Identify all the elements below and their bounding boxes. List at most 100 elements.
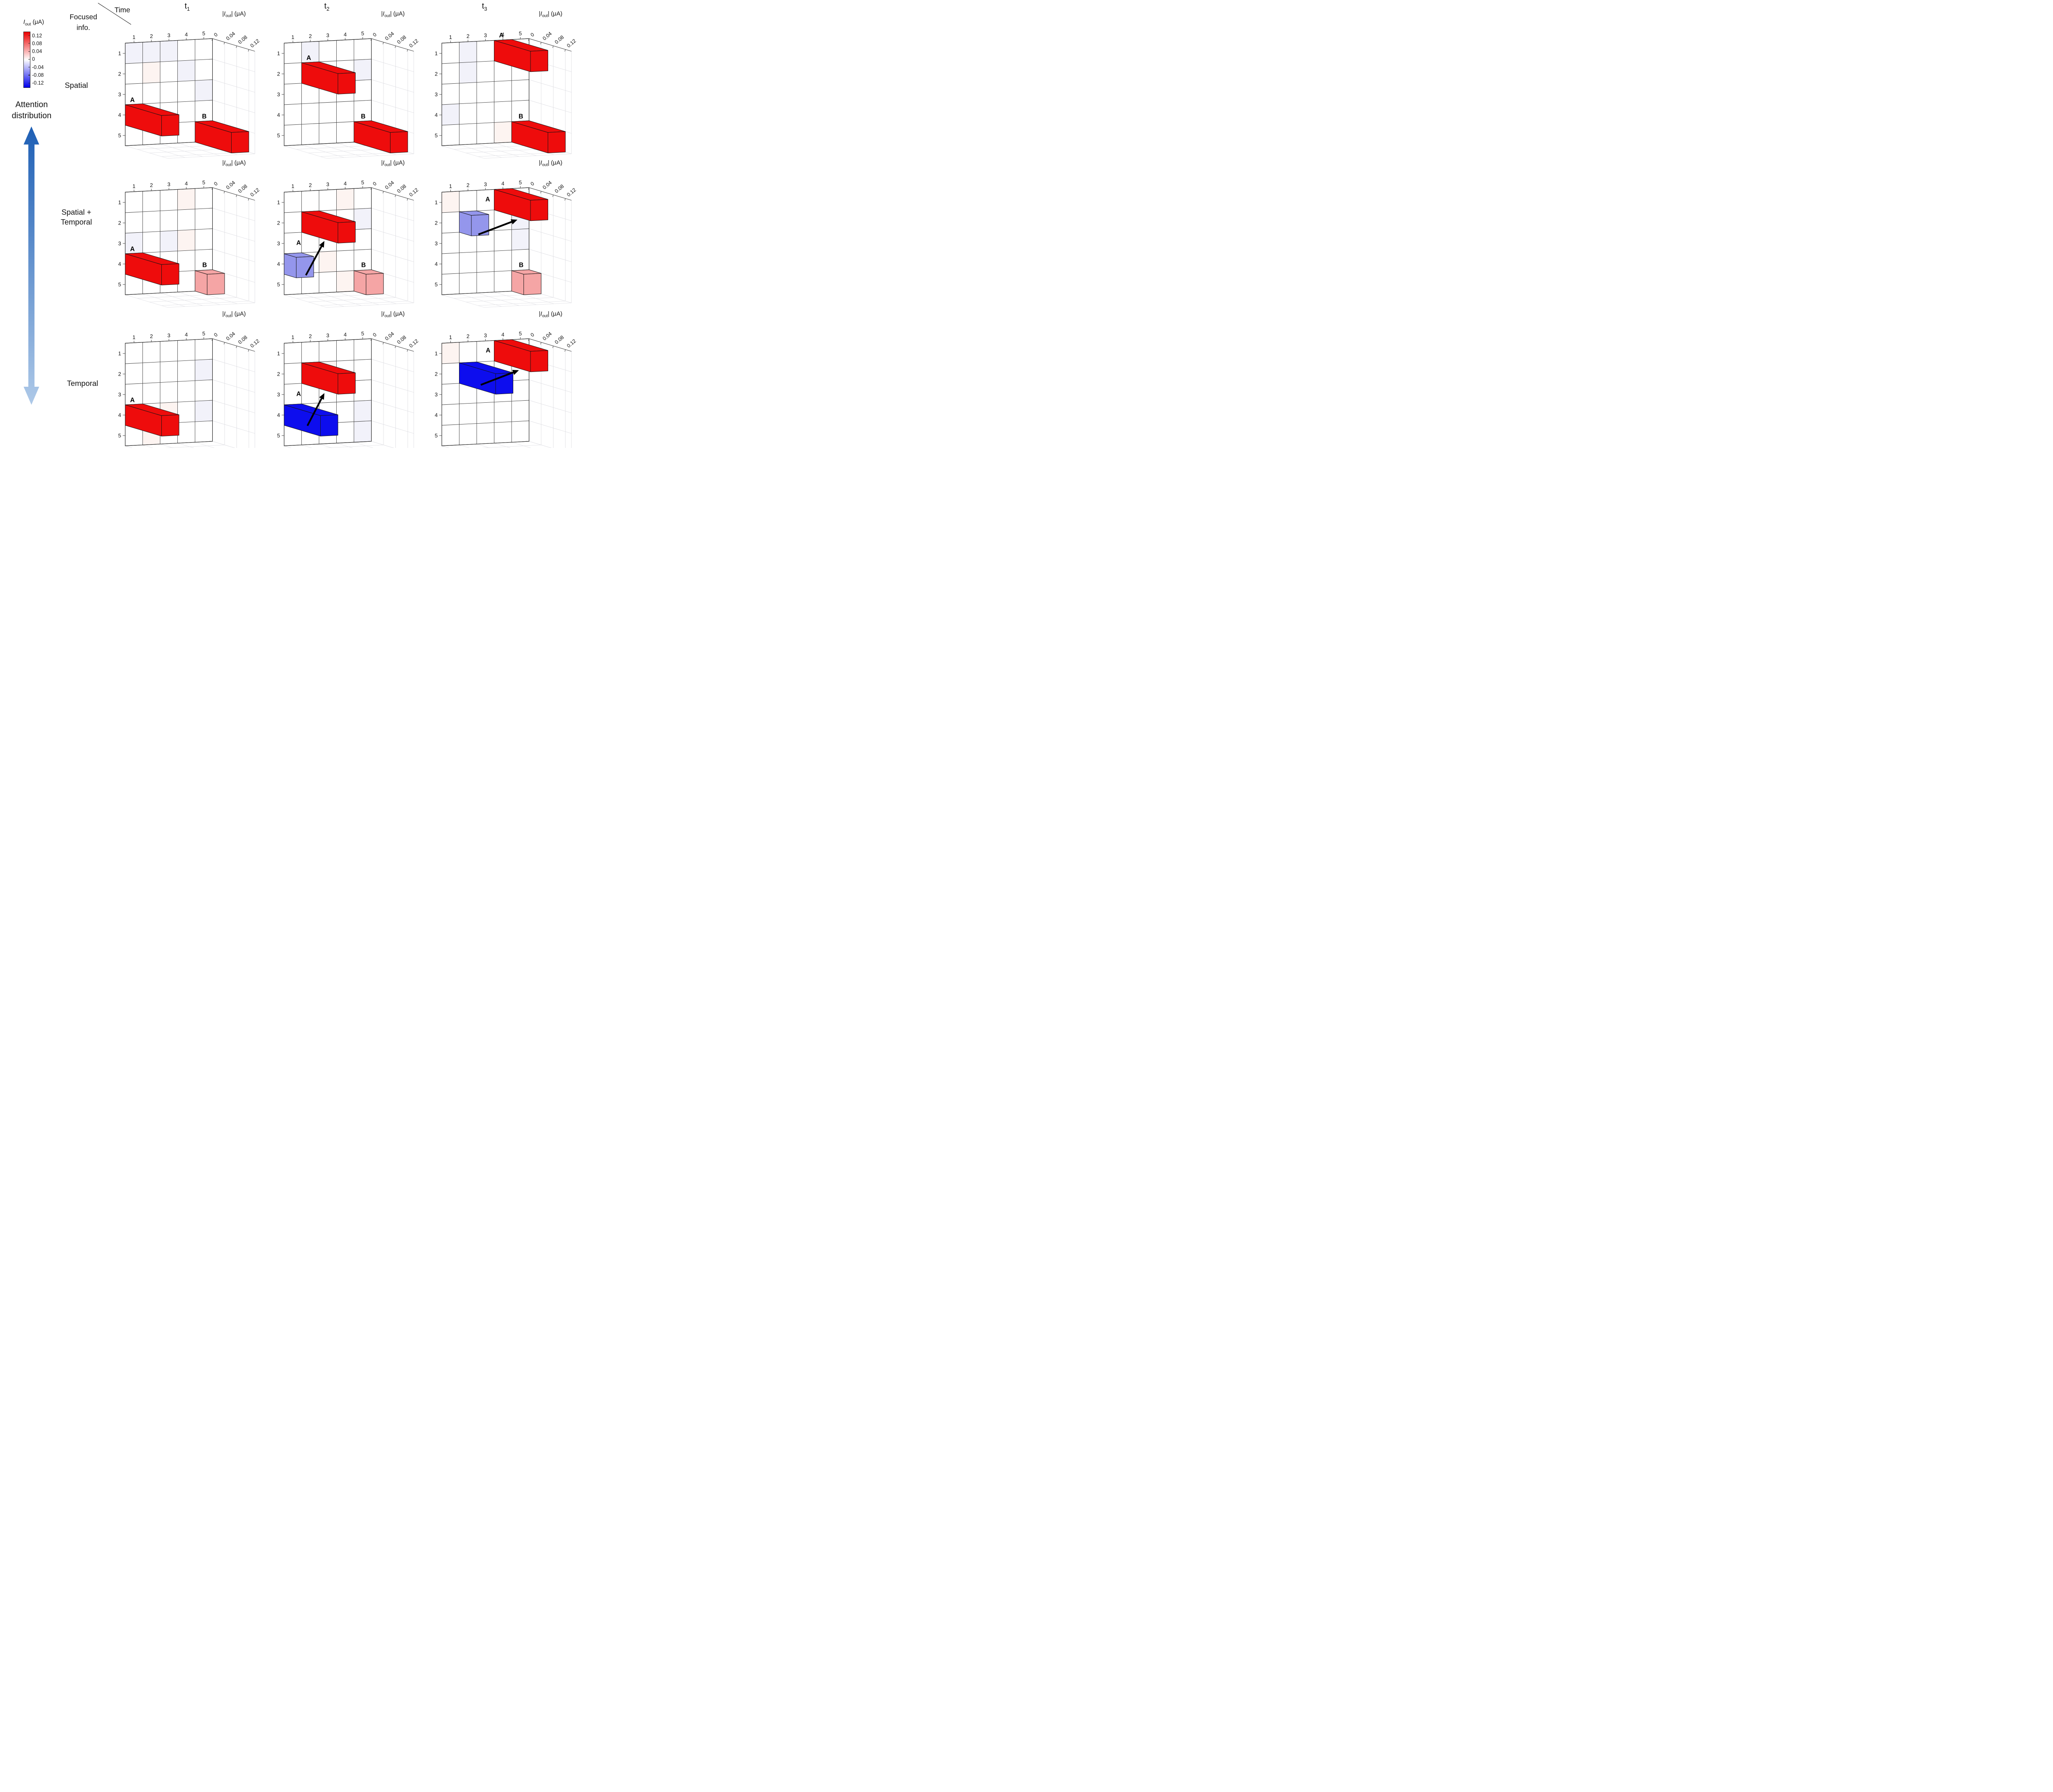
header-focused-line: Focused xyxy=(69,13,97,21)
row-label-line: Spatial + xyxy=(61,208,92,216)
row-label-temporal: Temporal xyxy=(50,379,115,388)
bar-A xyxy=(125,252,179,285)
faint-cell xyxy=(336,271,354,292)
axis-tick-labels: 1 2 3 4 5 1 2 3 4 5 xyxy=(435,330,522,438)
bar-end-face xyxy=(530,199,548,221)
col-header-t1: t1 xyxy=(184,2,190,12)
row-tick-4: 4 xyxy=(118,261,121,267)
col-tick-1: 1 xyxy=(449,183,452,189)
wall-faint-cells xyxy=(319,188,372,292)
bar-B xyxy=(511,120,566,154)
bar-end-face xyxy=(320,414,338,436)
colorbar-tick-0.12: 0.12 xyxy=(32,32,42,39)
row-tick-1: 1 xyxy=(435,50,438,57)
z-axis-title: |Iout| (μA) xyxy=(539,11,562,18)
col-tick-1: 1 xyxy=(133,34,135,40)
attention-distribution-label: Attention distribution xyxy=(1,99,62,121)
col-tick-5: 5 xyxy=(202,179,205,186)
z-tick-0.04: 0.04 xyxy=(225,180,237,190)
bar-A xyxy=(301,362,356,395)
plot-mount-spatial-t3: 1 2 3 4 5 1 2 3 4 5 0 0.04 0.08 0.12 |Iout| (μA) A B xyxy=(426,9,587,159)
z-axis-title: |Iout| (μA) xyxy=(222,160,246,167)
col-tick-2: 2 xyxy=(150,33,153,39)
row-tick-2: 2 xyxy=(435,220,438,226)
bar-label-A: A xyxy=(296,391,301,398)
colorbar-tick-mark xyxy=(28,43,30,44)
col-tick-3: 3 xyxy=(168,181,170,188)
bar-end-face xyxy=(207,273,225,295)
bar-label-B: B xyxy=(519,262,524,268)
faint-cell xyxy=(354,400,372,422)
col-tick-5: 5 xyxy=(519,179,522,186)
z-tick-0.04: 0.04 xyxy=(225,31,237,41)
row-tick-2: 2 xyxy=(118,71,121,77)
z-axis-title: |Iout| (μA) xyxy=(381,11,404,18)
row-tick-1: 1 xyxy=(435,351,438,357)
faint-depth-grid xyxy=(284,187,414,308)
bars xyxy=(125,252,225,295)
row-tick-2: 2 xyxy=(277,71,280,77)
z-axis: 0 0.04 0.08 0.12 |Iout| (μA) xyxy=(211,311,261,352)
col-tick-2: 2 xyxy=(466,33,469,39)
z-tick-0.08: 0.08 xyxy=(553,184,565,194)
row-tick-4: 4 xyxy=(277,412,280,418)
z-tick-0: 0 xyxy=(372,181,377,187)
colorbar-tick-0.08: 0.08 xyxy=(32,40,42,46)
bar-annotations: AB xyxy=(130,246,207,268)
plot-temporal-t3: 1 2 3 4 5 1 2 3 4 5 0 0.04 0.08 0.12 |Iout| (μA) A xyxy=(435,311,577,448)
row-tick-3: 3 xyxy=(118,241,121,247)
faint-cell xyxy=(319,251,337,273)
bar-end-face xyxy=(161,114,179,136)
bar-A xyxy=(125,103,179,136)
bar-end-face xyxy=(530,50,548,72)
faint-cell xyxy=(512,229,529,250)
bar-end-face xyxy=(161,414,179,436)
bar-label-A: A xyxy=(306,55,311,62)
row-tick-3: 3 xyxy=(435,392,438,398)
row-tick-5: 5 xyxy=(435,133,438,139)
z-axis: 0 0.04 0.08 0.12 |Iout| (μA) xyxy=(370,311,420,352)
colorbar-tick--0.12: -0.12 xyxy=(32,80,44,86)
faint-cell xyxy=(494,122,512,143)
faint-cell xyxy=(125,232,143,254)
z-axis: 0 0.04 0.08 0.12 |Iout| (μA) xyxy=(528,11,577,52)
figure-canvas: Iout (μA) 0.12 0.08 0.04 0 -0.04 -0.08 -0.12 A… xyxy=(0,0,588,448)
shift-arrow-icon xyxy=(478,219,518,236)
faint-cell xyxy=(442,191,459,213)
plot-mount-temporal-t1: 1 2 3 4 5 1 2 3 4 5 0 0.04 0.08 0.12 |Iout| (μA) A xyxy=(110,309,271,448)
bar-B xyxy=(195,120,249,154)
plot-mount-spatial-t1: 1 2 3 4 5 1 2 3 4 5 0 0.04 0.08 0.12 |Iout| (μA) A B xyxy=(110,9,271,159)
row-tick-5: 5 xyxy=(277,133,280,139)
bar-annotations: AB xyxy=(485,196,524,269)
shift-arrow-icon xyxy=(305,241,325,276)
bar-end-face xyxy=(548,131,566,154)
wall-grid xyxy=(125,338,213,446)
bars xyxy=(459,188,548,295)
bar-A xyxy=(494,339,548,372)
z-axis-title: |Iout| (μA) xyxy=(222,11,246,18)
col-tick-5: 5 xyxy=(361,179,364,186)
faint-cell xyxy=(336,188,354,210)
faint-cell xyxy=(177,60,195,82)
axis-tick-labels: 1 2 3 4 5 1 2 3 4 5 xyxy=(277,179,364,287)
z-axis-title: |Iout| (μA) xyxy=(222,311,246,319)
col-tick-1: 1 xyxy=(133,183,135,189)
colorbar-title-subscript: out xyxy=(25,21,31,27)
bar-B xyxy=(354,269,384,295)
double-arrow-shape xyxy=(23,126,39,405)
bars xyxy=(301,62,408,154)
row-label-line: Spatial xyxy=(64,81,88,89)
colorbar-title: Iout (μA) xyxy=(12,19,55,27)
col-tick-1: 1 xyxy=(292,183,294,189)
axis-tick-labels: 1 2 3 4 5 1 2 3 4 5 xyxy=(118,179,205,287)
col-tick-2: 2 xyxy=(309,182,312,188)
col-tick-3: 3 xyxy=(484,333,487,339)
row-tick-1: 1 xyxy=(277,50,280,57)
bar-label-B: B xyxy=(202,113,207,120)
col-tick-5: 5 xyxy=(202,330,205,337)
faint-cell xyxy=(177,188,195,210)
colorbar-tick-0.04: 0.04 xyxy=(32,48,42,55)
